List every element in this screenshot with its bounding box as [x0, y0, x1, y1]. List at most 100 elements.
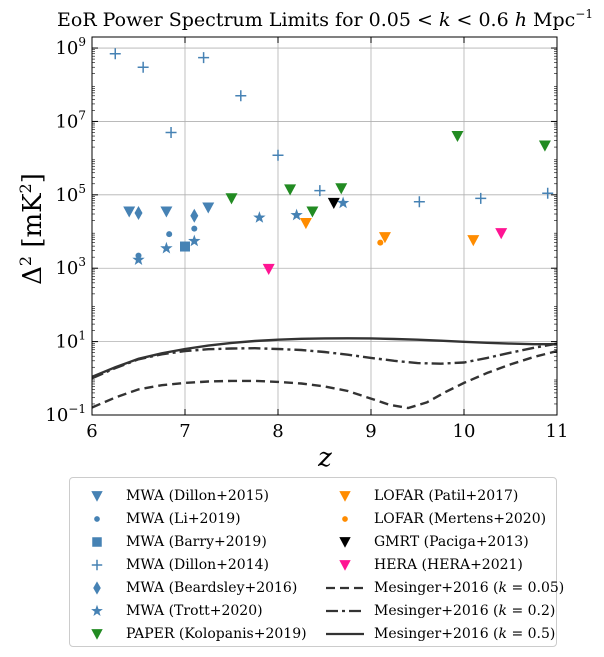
- thin-diamond-marker: [134, 205, 143, 220]
- y-tick-label: 109: [55, 35, 86, 59]
- dot-marker: [166, 231, 173, 238]
- data-points: [109, 48, 554, 276]
- star-marker: [91, 604, 103, 616]
- triangle-down-marker: [339, 536, 351, 548]
- legend-item: PAPER (Kolopanis+2019): [76, 622, 307, 645]
- legend-item: MWA (Trott+2020): [76, 599, 307, 622]
- square-marker: [92, 536, 102, 547]
- x-tick-label: 6: [86, 421, 97, 442]
- legend-swatch: [92, 536, 102, 547]
- legend-label: GMRT (Paciga+2013): [374, 533, 529, 550]
- triangle-down-marker: [339, 490, 351, 502]
- x-tick-label: 11: [546, 421, 569, 442]
- triangle-down-marker: [91, 490, 103, 502]
- plus-marker: [235, 90, 247, 102]
- plus-marker: [198, 52, 210, 64]
- star-marker: [290, 208, 303, 221]
- legend-item: MWA (Barry+2019): [76, 530, 307, 553]
- x-axis-label: z: [317, 443, 332, 470]
- legend-swatch: [93, 580, 101, 595]
- model-curve-dashed: [91, 349, 558, 410]
- legend-item: HERA (HERA+2021): [324, 553, 564, 576]
- plus-marker: [109, 48, 121, 60]
- x-tick-label: 10: [453, 421, 476, 442]
- y-tick-label: 101: [55, 329, 86, 353]
- triangle-down-marker: [495, 228, 508, 240]
- legend-swatch: [342, 515, 348, 522]
- triangle-down-marker: [467, 235, 480, 247]
- triangle-down-marker: [327, 197, 340, 209]
- legend-item: MWA (Dillon+2014): [76, 553, 307, 576]
- triangle-down-marker: [378, 232, 391, 244]
- legend-swatch: [91, 490, 103, 502]
- legend-item: MWA (Beardsley+2016): [76, 576, 307, 599]
- triangle-down-marker: [335, 183, 348, 195]
- legend-item: LOFAR (Patil+2017): [324, 484, 564, 507]
- legend-swatch: [94, 515, 100, 522]
- model-curve-dashdot: [91, 342, 558, 380]
- model-curves: [91, 337, 558, 410]
- star-marker: [132, 253, 145, 265]
- legend-label: MWA (Trott+2020): [126, 602, 263, 619]
- legend-label: MWA (Barry+2019): [126, 533, 267, 550]
- legend-swatch: [339, 559, 351, 571]
- legend-label: Mesinger+2016 (k = 0.5): [374, 625, 556, 642]
- legend-column-left: MWA (Dillon+2015) MWA (Li+2019) MWA (Barry…: [76, 484, 307, 645]
- plus-marker: [475, 192, 487, 204]
- axis-ticks: 6 7 8 9 10 11 10−1 101 103 105 107 109: [45, 35, 568, 442]
- plus-marker: [272, 149, 284, 161]
- dot-marker: [94, 515, 100, 522]
- legend-swatch: [91, 604, 103, 616]
- legend-label: Mesinger+2016 (k = 0.2): [374, 602, 556, 619]
- star-marker: [336, 196, 350, 209]
- legend-item: Mesinger+2016 (k = 0.05): [324, 576, 564, 599]
- plus-marker: [314, 185, 326, 197]
- legend-label: MWA (Li+2019): [126, 510, 241, 527]
- y-tick-label: 10−1: [45, 402, 86, 426]
- legend-swatch: [326, 632, 364, 635]
- plus-marker: [165, 126, 177, 138]
- triangle-down-marker: [306, 206, 319, 218]
- y-axis-label: Δ2 [mK2]: [16, 173, 48, 285]
- triangle-down-marker: [262, 263, 275, 276]
- legend-label: MWA (Beardsley+2016): [126, 579, 298, 596]
- triangle-down-marker: [451, 130, 464, 143]
- triangle-down-marker: [339, 559, 351, 571]
- legend-label: LOFAR (Patil+2017): [374, 487, 519, 504]
- x-tick-label: 8: [272, 421, 283, 442]
- triangle-down-marker: [123, 206, 136, 218]
- plus-marker: [137, 61, 149, 73]
- legend-item: Mesinger+2016 (k = 0.5): [324, 622, 564, 645]
- legend-item: Mesinger+2016 (k = 0.2): [324, 599, 564, 622]
- dot-marker: [342, 515, 348, 522]
- star-marker: [188, 234, 201, 247]
- y-tick-label: 105: [55, 182, 86, 206]
- plus-marker: [542, 187, 554, 199]
- dot-marker: [191, 225, 198, 232]
- legend-column-right: LOFAR (Patil+2017) LOFAR (Mertens+2020) GM…: [324, 484, 564, 645]
- legend: MWA (Dillon+2015) MWA (Li+2019) MWA (Barry…: [69, 477, 564, 647]
- legend-swatch: [339, 536, 351, 548]
- legend-item: MWA (Dillon+2015): [76, 484, 307, 507]
- chart-svg: EoR Power Spectrum Limits for 0.05 < k <…: [16, 7, 593, 470]
- legend-item: LOFAR (Mertens+2020): [324, 507, 564, 530]
- legend-swatch: [326, 609, 364, 612]
- square-marker: [180, 241, 190, 252]
- plot-frame: [91, 36, 558, 416]
- y-tick-label: 107: [55, 108, 86, 132]
- legend-label: PAPER (Kolopanis+2019): [126, 625, 307, 642]
- legend-label: MWA (Dillon+2015): [126, 487, 269, 504]
- triangle-down-marker: [160, 206, 173, 218]
- triangle-down-marker: [225, 193, 238, 205]
- legend-swatch: [339, 490, 351, 502]
- model-curve-solid: [91, 337, 557, 378]
- plus-marker: [91, 559, 103, 570]
- triangle-down-marker: [299, 217, 312, 230]
- legend-label: HERA (HERA+2021): [374, 556, 523, 573]
- legend-swatch: [326, 586, 364, 589]
- legend-swatch: [91, 559, 103, 570]
- legend-item: GMRT (Paciga+2013): [324, 530, 564, 553]
- triangle-down-marker: [91, 628, 103, 640]
- legend-label: Mesinger+2016 (k = 0.05): [374, 579, 565, 596]
- legend-label: LOFAR (Mertens+2020): [374, 510, 547, 527]
